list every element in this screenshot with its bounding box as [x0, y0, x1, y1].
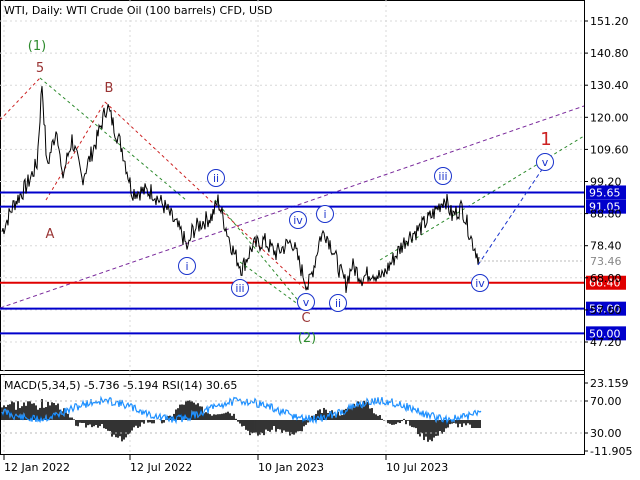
wave-label: 1	[540, 129, 551, 150]
wave-circle	[536, 153, 554, 171]
y-tick-label: 130.40	[590, 79, 629, 92]
wave-label-circled: v	[542, 156, 549, 169]
y-tick-label: 109.60	[590, 143, 629, 156]
rsi-line	[1, 395, 482, 426]
level-label: 66.40	[589, 277, 621, 290]
indicator-tick-label: 70.00	[590, 395, 622, 408]
indicator-tick-label: 23.159	[590, 377, 629, 390]
indicator-tick-label: -11.905	[590, 445, 632, 458]
wave-label: (1)	[28, 39, 46, 54]
wave-circle	[434, 167, 452, 185]
trend-line	[0, 77, 41, 121]
level-badge	[586, 326, 626, 341]
y-tick-label: 140.80	[590, 47, 629, 60]
price-series	[1, 86, 480, 293]
main-panel-frame	[0, 0, 585, 371]
wave-circle	[329, 294, 347, 312]
channel-line	[45, 101, 106, 201]
y-tick-label: 88.80	[590, 208, 622, 221]
wave-circle	[297, 293, 315, 311]
price-axis: 151.20 140.80 130.40 120.00 109.60 99.20 88.80…	[584, 15, 629, 349]
level-label: 58.00	[589, 303, 621, 316]
level-badge	[586, 301, 626, 316]
rsi-path	[1, 395, 482, 426]
wave-line	[239, 261, 307, 311]
channel-line	[104, 101, 307, 291]
current-price-label: 73.46	[590, 255, 622, 268]
wave-circle	[471, 274, 489, 292]
wave-label-circled: ii	[335, 297, 341, 310]
wave-lines	[239, 164, 546, 311]
x-tick-label: 12 Jan 2022	[4, 461, 70, 474]
y-tick-label: 151.20	[590, 15, 629, 28]
wave-label-circled: v	[303, 296, 310, 309]
chart-title: WTI, Daily: WTI Crude Oil (100 barrels) …	[4, 4, 273, 17]
projection-line	[477, 164, 546, 266]
y-tick-label: 99.20	[590, 176, 622, 189]
wave-circle	[207, 169, 225, 187]
wave-label: A	[46, 227, 55, 242]
channel-line	[39, 77, 187, 201]
x-tick-label: 10 Jan 2023	[258, 461, 324, 474]
wave-label-circled: ii	[213, 172, 219, 185]
indicator-panel-frame	[0, 374, 585, 455]
wave-label-circled: iv	[475, 277, 485, 290]
wave-circle	[316, 205, 334, 223]
indicator-tick-label: 30.00	[590, 427, 622, 440]
price-line	[1, 86, 480, 293]
wave-label-circled: i	[185, 260, 188, 273]
level-badge	[586, 275, 626, 290]
level-label: 91.05	[589, 201, 621, 214]
wave-label-circled: iv	[293, 214, 303, 227]
level-label: 95.65	[589, 186, 621, 199]
y-tick-label: 57.60	[590, 304, 622, 317]
y-tick-label: 47.20	[590, 336, 622, 349]
x-tick-label: 10 Jul 2023	[386, 461, 448, 474]
level-badge	[586, 199, 626, 214]
wave-circle	[231, 279, 249, 297]
wave-label-circled: iii	[438, 170, 447, 183]
indicator-title: MACD(5,34,5) -5.736 -5.194 RSI(14) 30.65	[4, 379, 237, 392]
indicator-axis: 23.159 70.00 30.00 -11.905	[0, 377, 632, 458]
wave-circle	[178, 257, 196, 275]
time-axis: 12 Jan 2022 12 Jul 2022 10 Jan 2023 10 Jul …	[3, 455, 448, 474]
y-tick-label: 68.00	[590, 272, 622, 285]
wave-label-circled: iii	[235, 282, 244, 295]
wave-label: (2)	[298, 331, 316, 346]
wave-label: C	[301, 311, 310, 326]
y-tick-label: 78.40	[590, 240, 622, 253]
y-tick-label: 120.00	[590, 111, 629, 124]
macd-histogram	[1, 399, 481, 442]
level-badge	[586, 185, 626, 200]
x-tick-label: 12 Jul 2022	[130, 461, 192, 474]
wave-circle	[289, 211, 307, 229]
level-label: 50.00	[589, 327, 621, 340]
wave-label: B	[105, 81, 114, 96]
wave-label-circled: i	[323, 208, 326, 221]
wave-label: 5	[36, 61, 44, 76]
